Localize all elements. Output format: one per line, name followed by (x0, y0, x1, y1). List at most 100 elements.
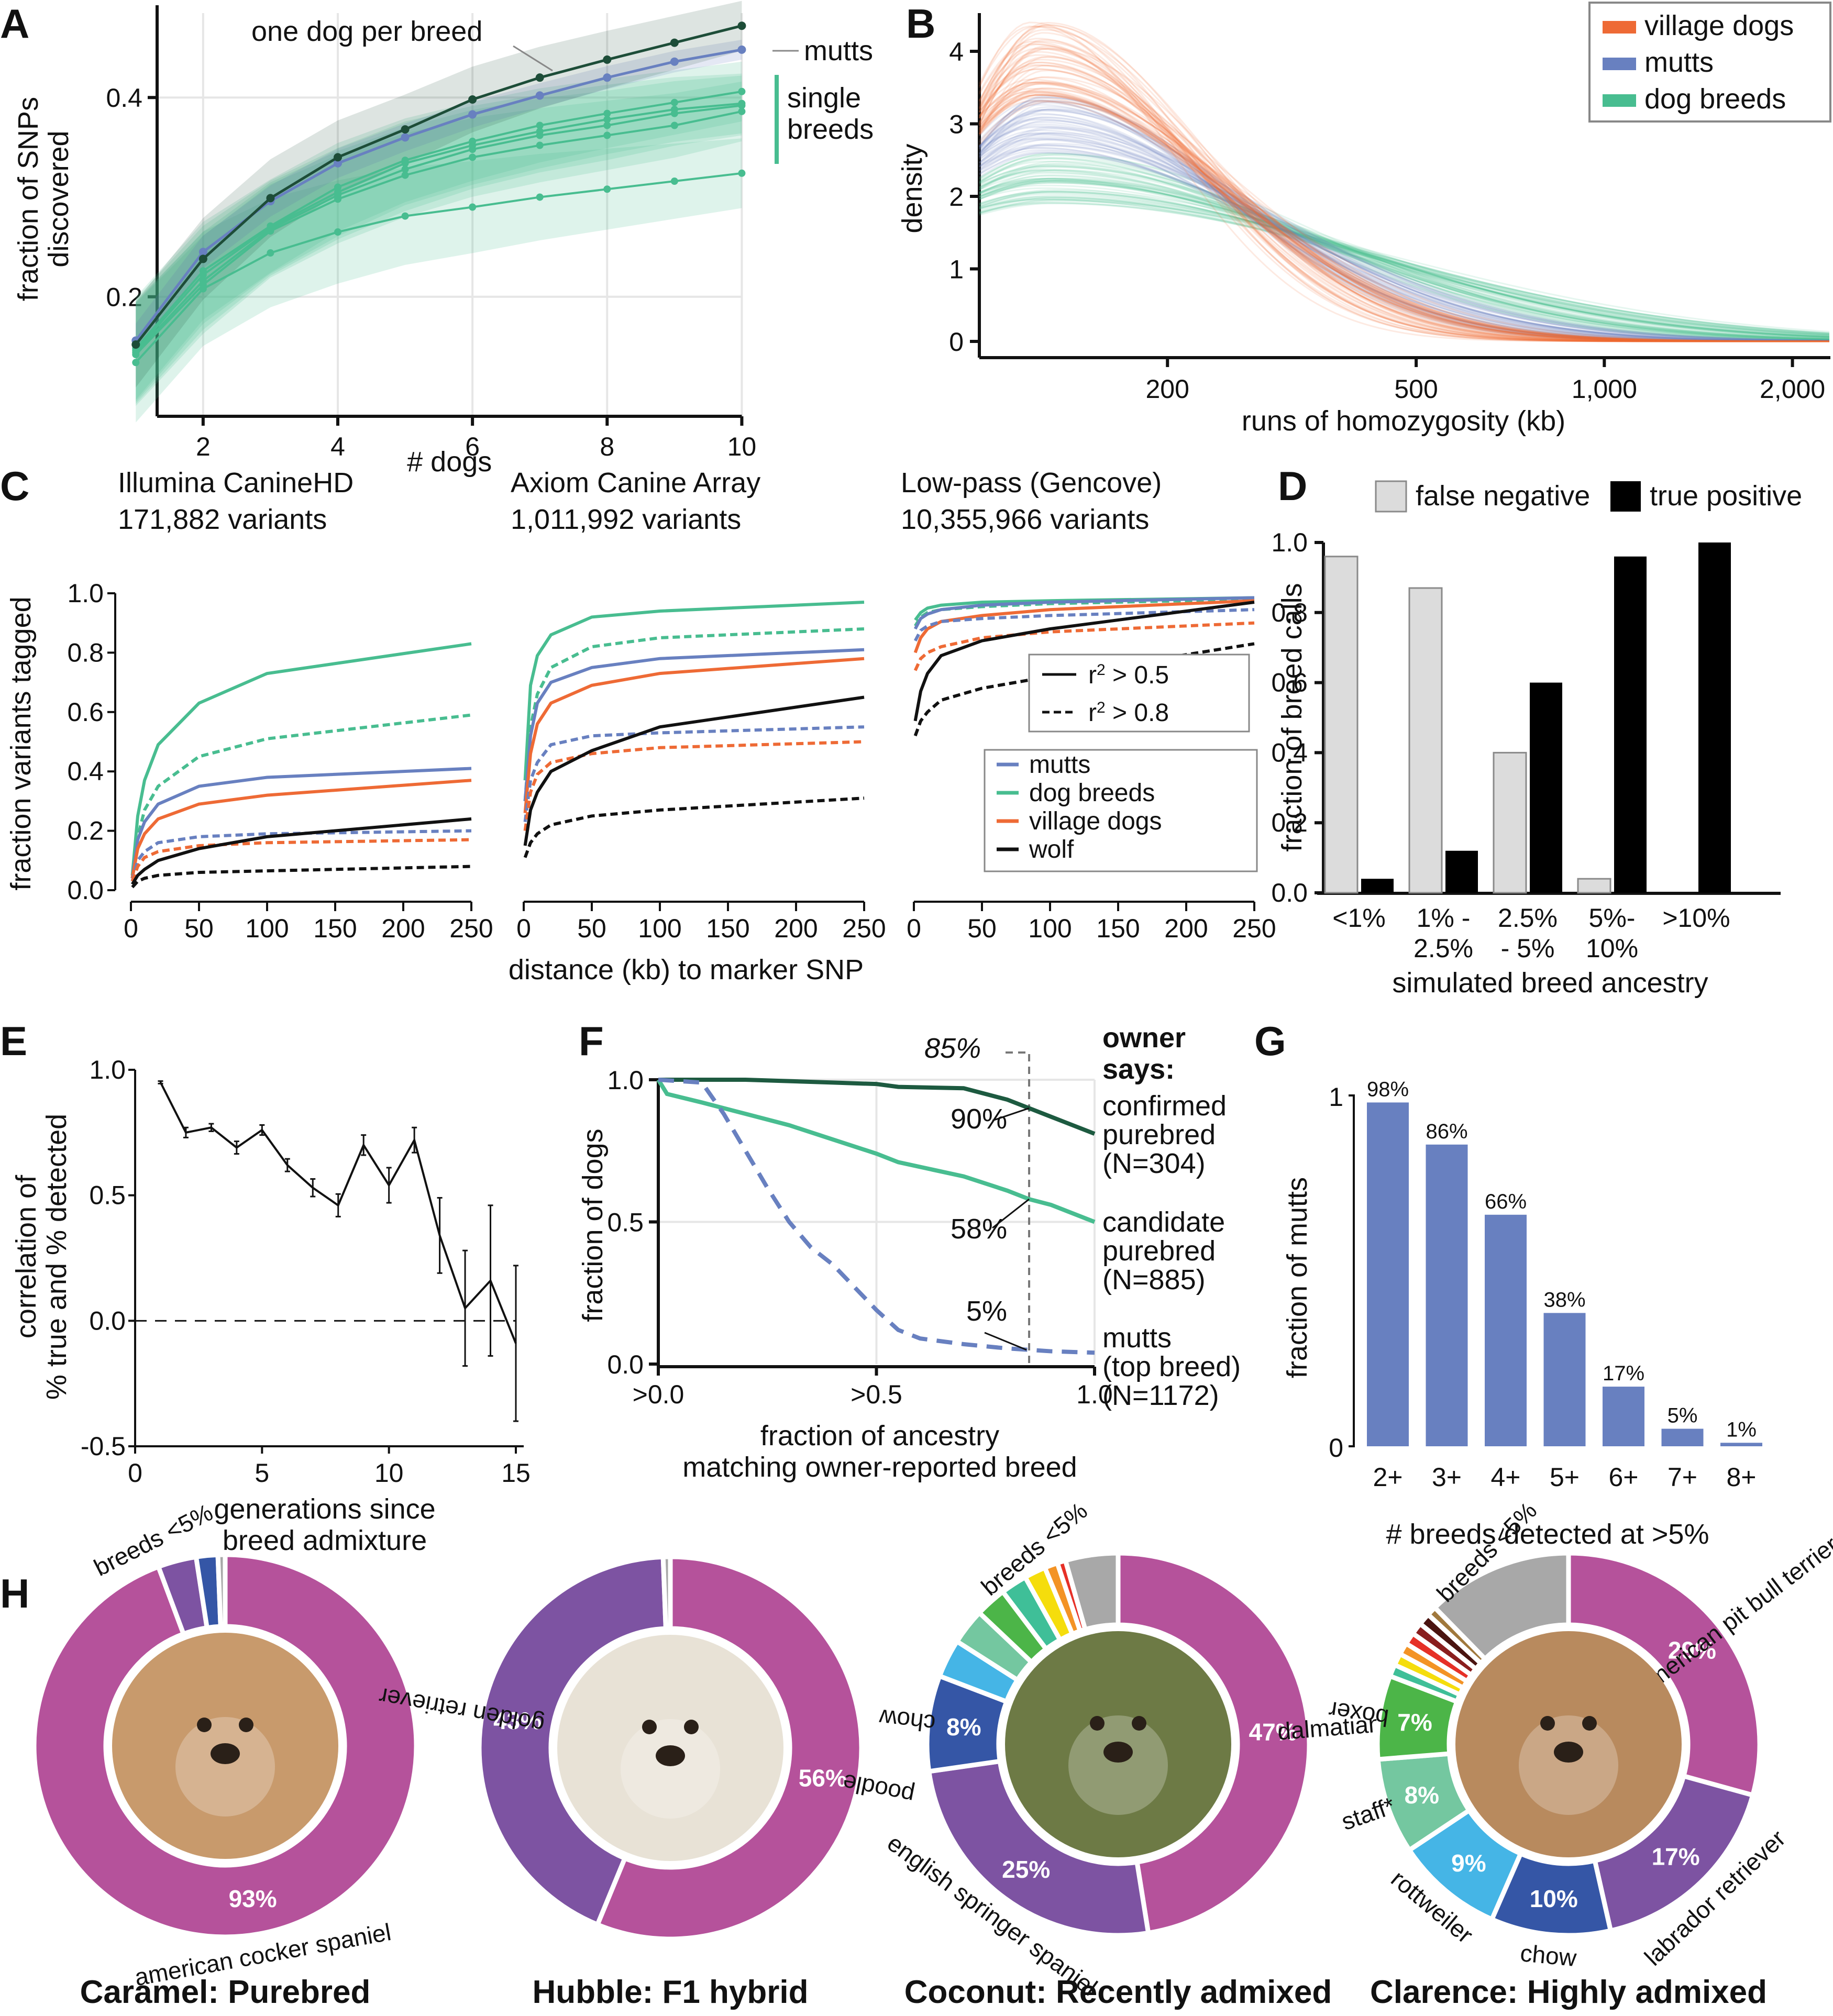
legend-label-solid: r2 > 0.5 (1088, 661, 1169, 690)
dog-photo-highlight (1519, 1715, 1618, 1815)
y-tick-label: 3 (949, 110, 964, 139)
data-point (267, 227, 274, 235)
density-curve (979, 195, 1829, 335)
bar-false-negative (1577, 878, 1611, 894)
density-curve (978, 91, 1829, 342)
density-curve (979, 151, 1829, 342)
density-curve (978, 99, 1829, 342)
bar (1661, 1428, 1704, 1446)
x-tick-label: 150 (313, 914, 357, 943)
density-curve (978, 87, 1829, 342)
density-curve (979, 189, 1829, 336)
donut-title: Coconut: Recently admixed (904, 1974, 1332, 2010)
density-curve (979, 169, 1829, 341)
legend-linetype: r2 > 0.5r2 > 0.8 (1028, 653, 1250, 733)
data-point (132, 359, 140, 367)
slice-breed-label: chow (1519, 1939, 1578, 1971)
density-curve (978, 70, 1829, 342)
x-axis-label: fraction of ancestry (760, 1420, 999, 1452)
density-curve (979, 193, 1829, 336)
data-point (199, 285, 207, 293)
density-curve (979, 154, 1829, 341)
x-tick-label: 200 (1164, 914, 1208, 943)
dog-photo-eye (1090, 1716, 1105, 1731)
annotation-leader (513, 45, 553, 72)
density-curve (978, 64, 1829, 342)
density-curve (978, 94, 1829, 342)
density-curve (979, 174, 1829, 340)
series-line (135, 104, 742, 353)
series-line (130, 838, 472, 882)
bar-true-positive (1698, 542, 1731, 893)
density-curve (979, 191, 1829, 338)
x-tick-label: 2.5% (1498, 903, 1558, 933)
density-curve (978, 121, 1829, 342)
panel-label-e: E (0, 1018, 27, 1064)
x-tick-label: 0 (516, 914, 531, 943)
data-point (738, 87, 746, 95)
legend-label: village dogs (1029, 807, 1162, 835)
x-tick-label: 1.0 (1076, 1380, 1113, 1409)
series-line (135, 24, 743, 346)
confidence-band (136, 39, 742, 358)
x-axis-label: matching owner-reported breed (682, 1452, 1077, 1483)
bar (1367, 1102, 1409, 1446)
legend-superscript: 2 (1097, 699, 1106, 716)
density-curve (979, 182, 1829, 338)
x-tick-label: 5+ (1550, 1463, 1580, 1492)
density-curve (978, 108, 1829, 342)
density-curve (979, 134, 1829, 342)
annotation-percent: 58% (951, 1213, 1007, 1245)
x-tick-label: 0 (124, 914, 138, 943)
legend-title: says: (1102, 1054, 1175, 1085)
series-line (135, 110, 742, 356)
data-point (536, 141, 544, 149)
density-curve (979, 125, 1829, 342)
density-curve (978, 79, 1829, 342)
density-curve (979, 198, 1829, 336)
density-curve (979, 196, 1830, 334)
density-curve (978, 110, 1829, 342)
density-curve (979, 150, 1829, 342)
data-point (670, 38, 679, 47)
density-curve (978, 92, 1829, 342)
density-curve (979, 179, 1829, 339)
x-tick-label: >0.0 (633, 1380, 684, 1409)
y-axis-label: fraction of dogs (577, 1128, 609, 1322)
density-curve (979, 180, 1829, 339)
y-tick-label: 0.6 (67, 697, 104, 727)
data-point (737, 45, 746, 54)
y-axis-label: density (897, 143, 928, 233)
slice-percent-label: 47% (1249, 1719, 1297, 1746)
density-curve (979, 200, 1830, 333)
panel-label-c: C (0, 463, 29, 509)
series-line (658, 1078, 1095, 1355)
y-tick-label: 4 (949, 37, 964, 67)
density-curve (979, 171, 1829, 340)
density-curve (979, 160, 1829, 341)
density-curve (979, 178, 1829, 340)
density-curve (978, 97, 1829, 342)
bar (1426, 1144, 1468, 1446)
density-curve (979, 137, 1829, 342)
annotation-leader (992, 1107, 1030, 1122)
legend-label: wolf (1029, 836, 1074, 863)
legend-text: r (1088, 699, 1097, 727)
data-point (469, 153, 477, 161)
x-axis-label: simulated breed ancestry (1392, 967, 1708, 999)
bar-data-label: 86% (1426, 1120, 1467, 1143)
x-tick-label: 5%- (1589, 903, 1636, 933)
y-tick-label: 0.2 (106, 283, 142, 312)
panel-f: F 0.0 0.5 1.0 >0.0 >0.5 1.0 fraction of ancestr… (577, 1018, 1241, 1483)
dog-photo-nose (211, 1743, 240, 1764)
panel-label-f: F (579, 1018, 604, 1064)
y-tick-label: 0.6 (1271, 668, 1308, 697)
slice-breed-label: chow (877, 1704, 936, 1737)
y-tick-label: -0.5 (81, 1432, 126, 1461)
data-point (266, 194, 275, 203)
density-curve (978, 90, 1829, 342)
density-curve (978, 43, 1829, 342)
slice-percent-label: 93% (229, 1885, 277, 1912)
y-axis-label-line: correlation of (10, 1175, 42, 1338)
density-curve (979, 129, 1829, 342)
